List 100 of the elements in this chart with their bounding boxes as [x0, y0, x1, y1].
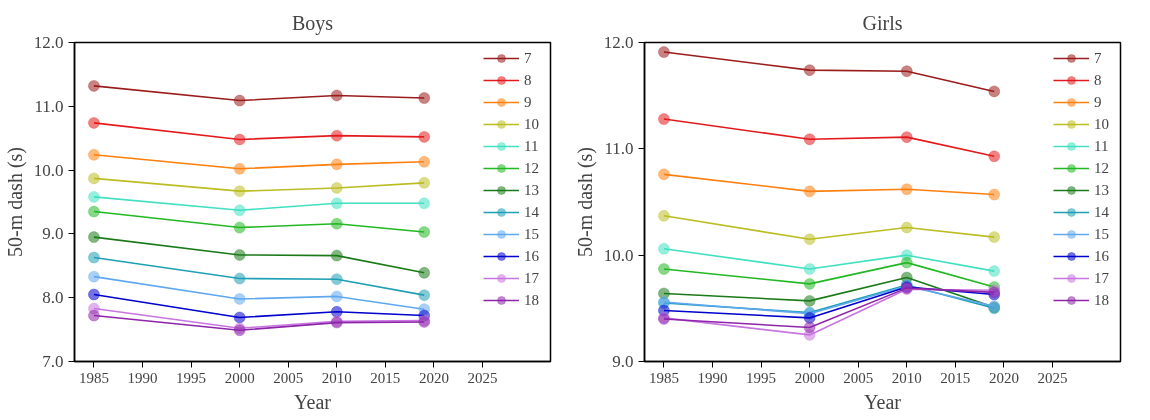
point [418, 155, 431, 168]
point [988, 188, 1001, 201]
point [803, 294, 816, 307]
point [803, 64, 816, 77]
x-tick-label: 2025 [1037, 369, 1068, 386]
legend-label: 15 [1094, 224, 1110, 244]
point [87, 172, 100, 185]
point [330, 273, 343, 286]
point [87, 309, 100, 322]
y-tick-label: 7.0 [42, 352, 64, 371]
point [418, 130, 431, 143]
point [233, 272, 246, 285]
point [87, 270, 100, 283]
point [988, 265, 1001, 278]
legend-label: 13 [1094, 180, 1110, 200]
point [803, 311, 816, 324]
x-tick-label: 2015 [940, 369, 971, 386]
y-tick-label: 8.0 [42, 288, 64, 308]
point [988, 85, 1001, 98]
point [418, 92, 431, 104]
point [900, 256, 913, 269]
x-axis-title: Year [864, 390, 902, 413]
point [418, 289, 431, 302]
point [87, 116, 100, 129]
point [803, 233, 816, 246]
legend-label: 12 [524, 158, 540, 178]
point [803, 185, 816, 198]
legend-label: 8 [1094, 70, 1103, 90]
point [988, 231, 1001, 244]
point [233, 94, 246, 107]
point [233, 162, 246, 175]
y-axis-title: 50-m dash (s) [573, 147, 597, 257]
point [657, 242, 670, 255]
legend-label: 10 [1094, 114, 1110, 134]
point [330, 197, 343, 210]
point [803, 321, 816, 334]
y-tick-label: 11.0 [604, 139, 634, 159]
legend-label: 12 [1094, 158, 1110, 178]
x-tick-label: 1995 [746, 369, 777, 386]
point [233, 311, 246, 324]
legend-label: 16 [1094, 246, 1110, 266]
x-tick-label: 2010 [321, 369, 352, 386]
point [233, 204, 246, 217]
y-tick-label: 12.0 [33, 33, 64, 52]
legend-label: 9 [524, 92, 533, 112]
legend-label: 13 [524, 180, 540, 200]
chart-title: Girls [862, 11, 903, 34]
point [233, 221, 246, 234]
point [418, 226, 431, 238]
point [988, 150, 1001, 163]
point [418, 266, 431, 279]
point [330, 290, 343, 303]
legend-label: 17 [524, 268, 540, 288]
point [330, 89, 343, 102]
x-tick-label: 2000 [224, 369, 255, 386]
point [803, 277, 816, 290]
legend-label: 11 [524, 136, 540, 156]
point [900, 131, 913, 144]
point [87, 231, 100, 244]
x-tick-label: 2000 [794, 369, 825, 386]
point [803, 133, 816, 146]
y-tick-label: 9.0 [612, 352, 634, 371]
x-tick-label: 2005 [843, 369, 874, 386]
y-tick-label: 12.0 [603, 33, 634, 52]
legend-label: 16 [524, 246, 540, 266]
x-axis-title: Year [294, 390, 332, 413]
point [657, 263, 670, 275]
point [657, 209, 670, 222]
x-tick-label: 2015 [370, 369, 401, 386]
point [233, 248, 246, 261]
legend-label: 7 [524, 48, 533, 68]
point [87, 148, 100, 161]
y-tick-label: 11.0 [34, 96, 64, 116]
x-tick-label: 1985 [648, 369, 679, 386]
point [87, 190, 100, 203]
point [657, 113, 670, 126]
point [330, 217, 343, 230]
chart-title: Boys [291, 11, 334, 35]
point [87, 288, 100, 301]
point [330, 129, 343, 142]
x-tick-label: 2005 [273, 369, 304, 386]
point [330, 305, 343, 318]
x-tick-label: 2025 [467, 369, 498, 386]
point [233, 292, 246, 305]
point [233, 133, 246, 146]
point [87, 79, 100, 92]
point [87, 251, 100, 264]
y-tick-label: 10.0 [603, 245, 634, 265]
point [900, 183, 913, 196]
legend-label: 15 [524, 224, 540, 244]
legend-label: 14 [1094, 202, 1110, 222]
point [87, 205, 100, 218]
legend-label: 14 [524, 202, 540, 222]
x-tick-label: 1990 [697, 369, 728, 386]
point [330, 158, 343, 171]
legend-label: 18 [1094, 290, 1110, 310]
point [803, 263, 816, 275]
legend-label: 17 [1094, 268, 1110, 288]
y-axis-title: 50-m dash (s) [3, 147, 27, 257]
point [900, 65, 913, 78]
